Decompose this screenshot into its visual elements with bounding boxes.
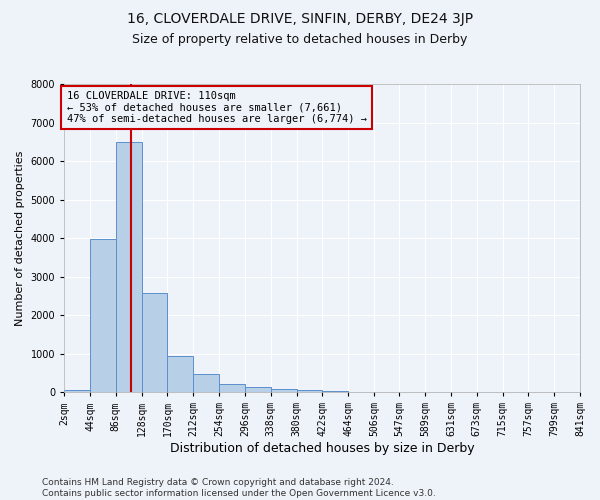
Bar <box>167 356 193 392</box>
Text: 16, CLOVERDALE DRIVE, SINFIN, DERBY, DE24 3JP: 16, CLOVERDALE DRIVE, SINFIN, DERBY, DE2… <box>127 12 473 26</box>
Bar <box>296 390 322 392</box>
Bar <box>219 384 245 392</box>
Bar <box>193 374 219 392</box>
Text: Contains HM Land Registry data © Crown copyright and database right 2024.
Contai: Contains HM Land Registry data © Crown c… <box>42 478 436 498</box>
Text: 16 CLOVERDALE DRIVE: 110sqm
← 53% of detached houses are smaller (7,661)
47% of : 16 CLOVERDALE DRIVE: 110sqm ← 53% of det… <box>67 91 367 124</box>
X-axis label: Distribution of detached houses by size in Derby: Distribution of detached houses by size … <box>170 442 475 455</box>
Bar <box>90 239 116 392</box>
Text: Size of property relative to detached houses in Derby: Size of property relative to detached ho… <box>133 32 467 46</box>
Bar <box>142 293 167 392</box>
Bar <box>64 390 90 392</box>
Bar <box>245 387 271 392</box>
Bar <box>322 391 348 392</box>
Bar <box>116 142 142 392</box>
Bar <box>271 388 296 392</box>
Y-axis label: Number of detached properties: Number of detached properties <box>15 150 25 326</box>
